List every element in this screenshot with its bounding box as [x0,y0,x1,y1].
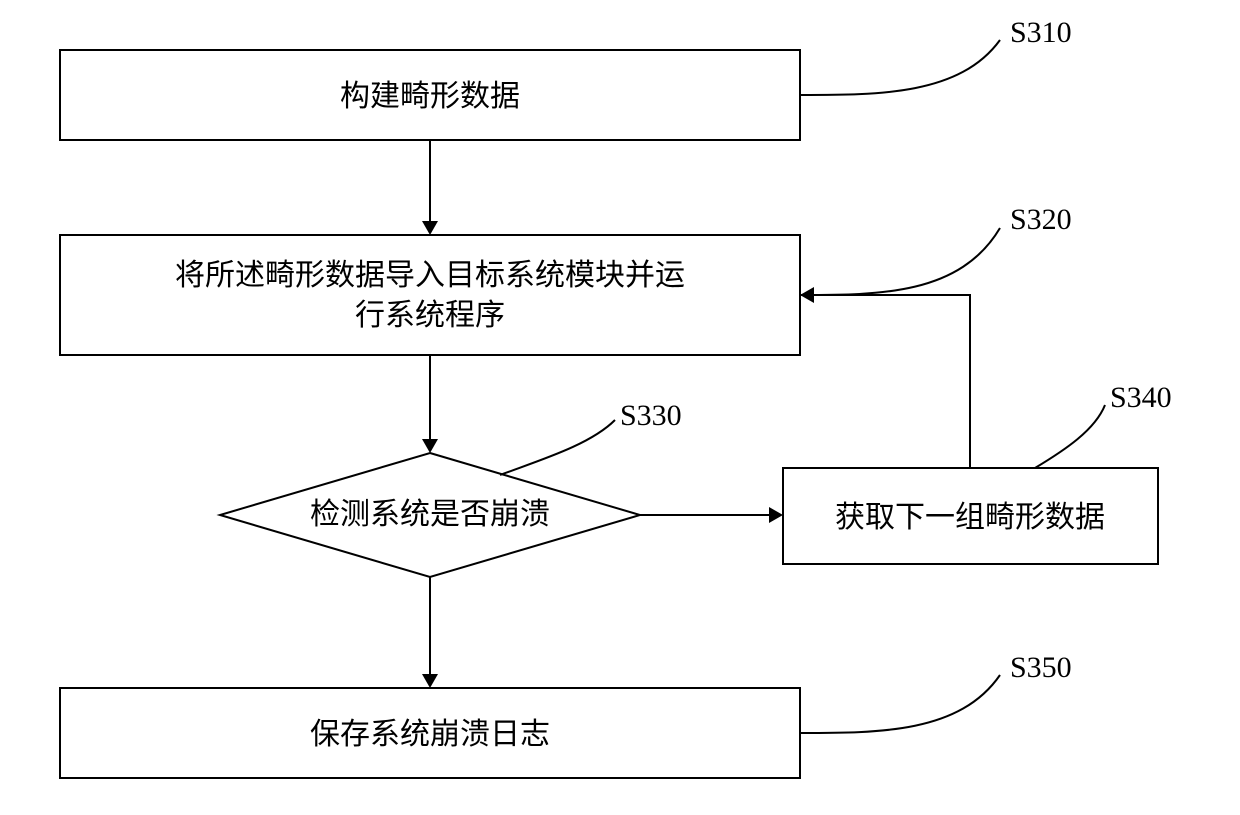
arrowhead-s330-s350 [422,674,438,688]
step-label-s330: S330 [620,399,682,432]
node-s310-label: 构建畸形数据 [340,80,520,113]
callout-s320 [800,228,1000,295]
arrowhead-s310-s320 [422,221,438,235]
node-s350-label: 保存系统崩溃日志 [310,718,550,751]
step-label-s310: S310 [1010,16,1072,49]
node-s310: 构建畸形数据 [60,50,800,140]
step-label-s320: S320 [1010,203,1072,236]
node-s340-label: 获取下一组畸形数据 [835,501,1105,534]
node-s320-label-1: 将所述畸形数据导入目标系统模块并运 [175,259,685,292]
callout-s330 [500,420,615,475]
node-s320: 将所述畸形数据导入目标系统模块并运 行系统程序 [60,235,800,355]
node-s320-label-2: 行系统程序 [355,299,505,332]
callout-s350 [800,675,1000,733]
callout-s310 [800,40,1000,95]
edge-s340-s320 [812,295,970,468]
arrowhead-s320-s330 [422,439,438,453]
edges [422,140,970,688]
flowchart-canvas: 构建畸形数据 将所述畸形数据导入目标系统模块并运 行系统程序 检测系统是否崩溃 … [0,0,1240,815]
node-s330: 检测系统是否崩溃 [220,453,640,577]
node-s330-label: 检测系统是否崩溃 [310,498,550,531]
node-s350: 保存系统崩溃日志 [60,688,800,778]
node-s340: 获取下一组畸形数据 [783,468,1158,564]
step-label-s350: S350 [1010,651,1072,684]
step-label-s340: S340 [1110,381,1172,414]
arrowhead-s330-s340 [769,507,783,523]
callout-s340 [1035,405,1105,468]
